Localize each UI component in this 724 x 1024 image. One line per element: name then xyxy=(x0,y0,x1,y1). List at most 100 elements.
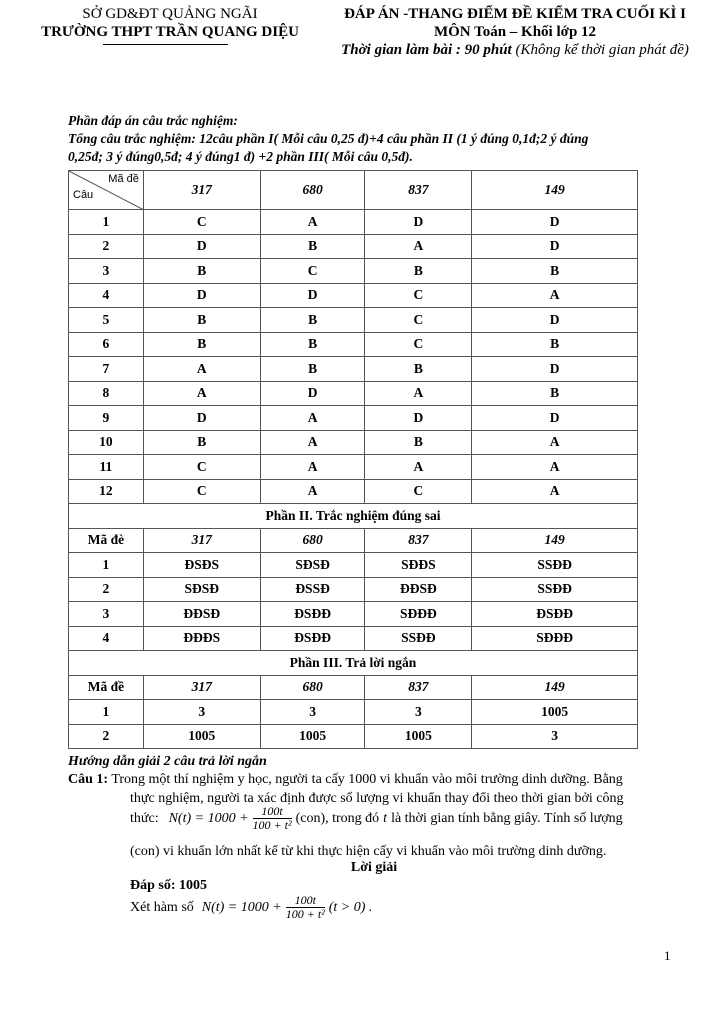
answer-cell: D xyxy=(259,380,366,406)
answer-cell: A xyxy=(364,380,473,406)
question-number: 6 xyxy=(68,331,144,357)
question-number: 5 xyxy=(68,307,144,333)
answer-cell: A xyxy=(259,209,366,235)
part2-code-label: Mã đè xyxy=(68,527,144,553)
answer-cell: B xyxy=(259,356,366,382)
table-row: 2 1005 1005 1005 3 xyxy=(68,723,638,749)
answer-cell: SĐĐS xyxy=(364,552,473,578)
answer-cell: B xyxy=(364,356,473,382)
table-row: 2 SĐSĐ ĐSSĐ ĐĐSĐ SSĐĐ xyxy=(68,576,638,602)
answer-cell: A xyxy=(142,356,261,382)
code-header: 149 xyxy=(471,674,638,700)
answer-cell: B xyxy=(142,258,261,284)
question-number: 1 xyxy=(68,552,144,578)
code-header: 317 xyxy=(142,674,261,700)
answer-cell: 1005 xyxy=(471,699,638,725)
q1-line-4: (con) vi khuẩn lớn nhất kể từ khi thực h… xyxy=(130,844,607,859)
q1-line-3: thức: N(t) = 1000 + 100t 100 + t² (con), … xyxy=(130,805,623,832)
answer-cell: A xyxy=(471,454,638,480)
question-number: 9 xyxy=(68,405,144,431)
corner-question-label: Câu xyxy=(73,189,94,201)
answer-cell: B xyxy=(142,429,261,455)
corner-code-label: Mã đề xyxy=(108,173,139,185)
answer-cell: A xyxy=(364,233,473,259)
answer-cell: A xyxy=(471,282,638,308)
answer-cell: A xyxy=(259,478,366,504)
scoring-line-1: Tổng câu trắc nghiệm: 12câu phần I( Mỗi … xyxy=(68,131,589,146)
answer-cell: B xyxy=(259,233,366,259)
answer-cell: C xyxy=(364,478,473,504)
answer-cell: D xyxy=(364,209,473,235)
answer-cell: D xyxy=(142,233,261,259)
answer-cell: SĐĐĐ xyxy=(364,601,473,627)
code-header: 837 xyxy=(364,674,473,700)
answer-cell: 3 xyxy=(142,699,261,725)
department-name: SỞ GD&ĐT QUẢNG NGÃI xyxy=(82,6,258,22)
answer-cell: C xyxy=(364,307,473,333)
formula-fraction: 100t 100 + t² xyxy=(252,805,292,832)
underline-divider xyxy=(103,44,228,45)
answer-cell: C xyxy=(142,209,261,235)
table-row: 1 3 3 3 1005 xyxy=(68,699,638,725)
q1-line-1: Câu 1: Trong một thí nghiệm y học, người… xyxy=(68,770,623,789)
page-number: 1 xyxy=(664,948,671,963)
code-header: 149 xyxy=(471,527,638,553)
diagonal-line xyxy=(69,171,144,210)
solution-title: Hướng dẫn giải 2 câu trả lời ngắn xyxy=(68,754,267,769)
function-line: Xét hàm số N(t) = 1000 + 100t 100 + t² (t… xyxy=(130,894,372,921)
question-number: 3 xyxy=(68,601,144,627)
q1-text: Trong một thí nghiệm y học, người ta cấy… xyxy=(111,772,623,787)
answer-cell: A xyxy=(259,454,366,480)
time-line: Thời gian làm bài : 90 phút (Không kể th… xyxy=(315,42,715,59)
answer-cell: SĐĐĐ xyxy=(471,625,638,651)
time-limit: Thời gian làm bài : 90 phút xyxy=(341,42,512,58)
denominator: 100 + t² xyxy=(285,907,325,921)
answer-cell: SSĐĐ xyxy=(364,625,473,651)
formula-fraction: 100t 100 + t² xyxy=(285,894,325,921)
question-number: 1 xyxy=(68,699,144,725)
answer-cell: B xyxy=(259,307,366,333)
answer-cell: ĐSĐĐ xyxy=(471,601,638,627)
answer-cell: D xyxy=(471,209,638,235)
answer-cell: B xyxy=(364,258,473,284)
question-number: 8 xyxy=(68,380,144,406)
answer: Đáp số: 1005 xyxy=(130,878,208,893)
code-header: 837 xyxy=(364,527,473,553)
answer-cell: 1005 xyxy=(259,723,366,749)
question-number: 4 xyxy=(68,625,144,651)
code-header: 680 xyxy=(259,527,366,553)
answer-cell: D xyxy=(471,233,638,259)
answer-cell: SĐSĐ xyxy=(259,552,366,578)
answer-cell: B xyxy=(364,429,473,455)
solution-heading: Lời giải xyxy=(350,860,398,875)
table-row: 12 C A C A xyxy=(68,478,638,504)
table-row: 10 B A B A xyxy=(68,429,638,455)
condition: (t > 0) . xyxy=(328,900,373,915)
answer-cell: ĐĐSĐ xyxy=(364,576,473,602)
table-row: 3 ĐĐSĐ ĐSĐĐ SĐĐĐ ĐSĐĐ xyxy=(68,601,638,627)
answer-cell: B xyxy=(142,331,261,357)
answer-cell: D xyxy=(364,405,473,431)
numerator: 100t xyxy=(285,894,325,908)
answer-cell: ĐĐSĐ xyxy=(142,601,261,627)
question-number: 11 xyxy=(68,454,144,480)
denominator: 100 + t² xyxy=(252,818,292,832)
answer-cell: 1005 xyxy=(142,723,261,749)
scoring-line-2: 0,25đ; 3 ý đúng0,5đ; 4 ý đúng1 đ) +2 phầ… xyxy=(68,149,413,164)
question-number: 4 xyxy=(68,282,144,308)
answer-cell: SSĐĐ xyxy=(471,576,638,602)
answer-cell: ĐSSĐ xyxy=(259,576,366,602)
q1-line-2: thực nghiệm, người ta xác định được số l… xyxy=(130,791,624,806)
part2-title: Phần II. Trắc nghiệm đúng sai xyxy=(68,503,638,529)
answer-cell: D xyxy=(471,307,638,333)
answer-cell: ĐĐĐS xyxy=(142,625,261,651)
question-number: 10 xyxy=(68,429,144,455)
